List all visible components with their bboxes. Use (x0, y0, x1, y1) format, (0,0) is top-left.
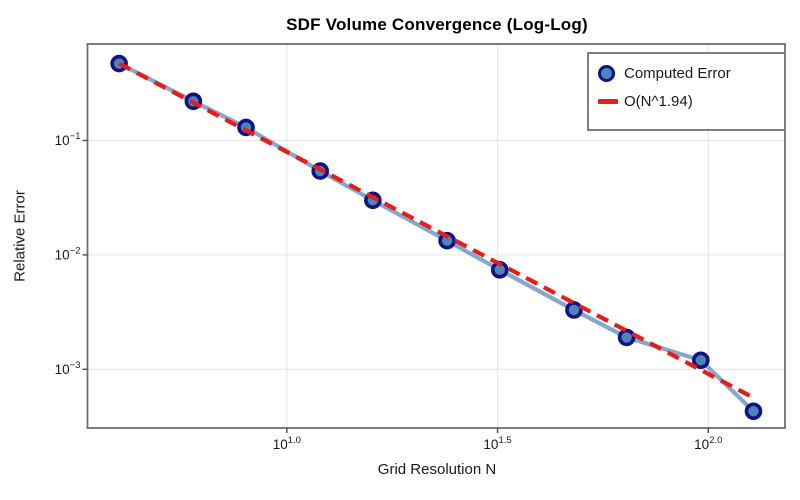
legend-item-computed-error: Computed Error (598, 60, 784, 86)
legend: Computed Error O(N^1.94) (587, 52, 786, 131)
x-tick-label: 101.5 (483, 435, 511, 452)
data-point-marker (565, 301, 583, 319)
y-tick-label: 10−1 (55, 131, 81, 148)
data-point-marker (438, 231, 456, 250)
legend-item-fit: O(N^1.94) (598, 88, 784, 114)
legend-label-computed-error: Computed Error (624, 64, 731, 82)
y-tick-label: 10−2 (55, 245, 81, 262)
legend-label-fit: O(N^1.94) (624, 92, 693, 110)
x-tick-label: 101.0 (273, 435, 301, 452)
x-axis-label: Grid Resolution N (377, 461, 497, 478)
plot-frame (86, 43, 786, 429)
data-point-marker (692, 351, 710, 370)
fit-line (118, 61, 755, 400)
data-point-marker (617, 328, 636, 347)
data-point-marker (744, 402, 763, 421)
x-tick-label: 102.0 (694, 435, 722, 452)
chart-title: SDF Volume Convergence (Log-Log) (286, 15, 588, 34)
y-tick-label: 10−3 (55, 360, 81, 377)
dash-marker-icon (598, 98, 618, 104)
circle-marker-icon (598, 64, 615, 82)
